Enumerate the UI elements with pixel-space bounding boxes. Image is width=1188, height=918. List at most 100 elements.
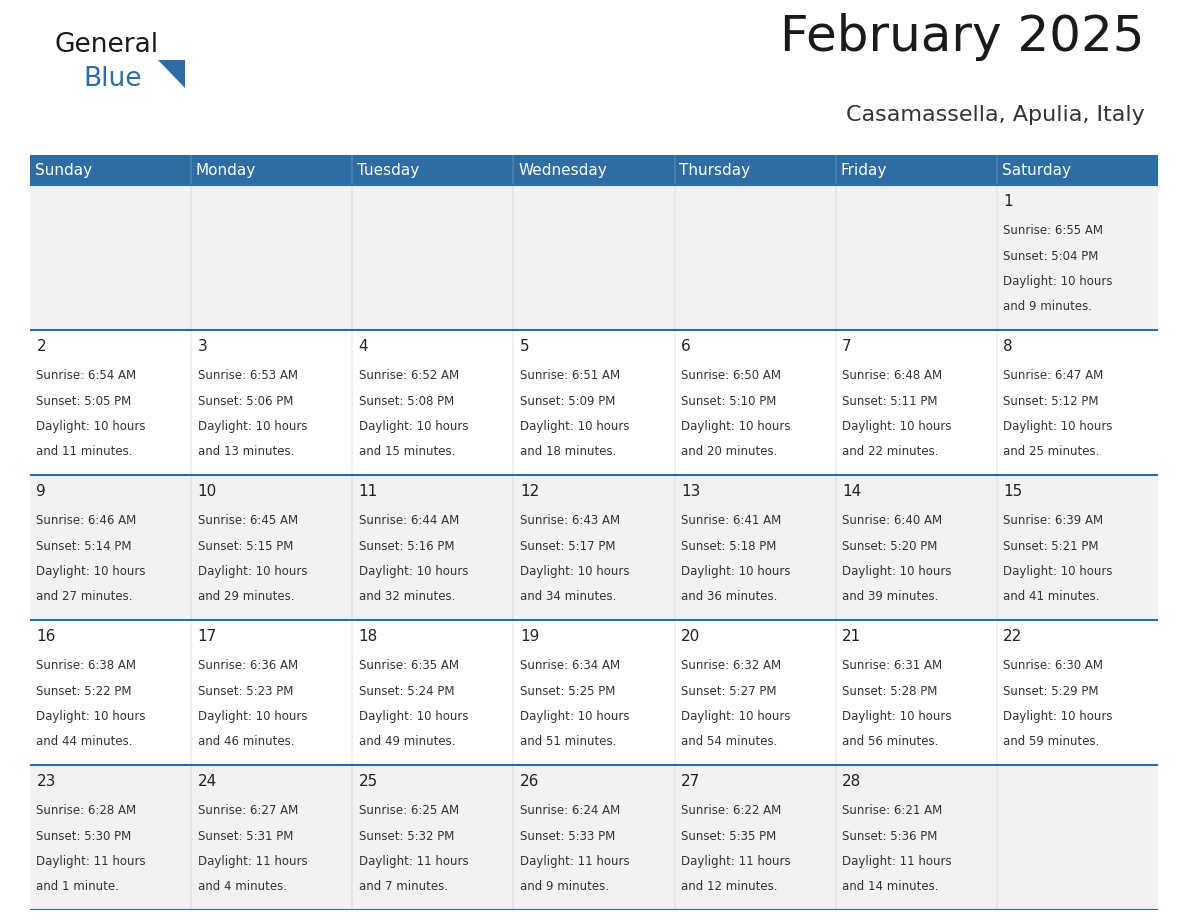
Bar (191, 155, 353, 185)
Text: Daylight: 10 hours: Daylight: 10 hours (681, 710, 790, 722)
Bar (835, 155, 997, 185)
Text: Daylight: 10 hours: Daylight: 10 hours (1004, 420, 1113, 433)
Text: Saturday: Saturday (1001, 162, 1070, 177)
Text: Daylight: 10 hours: Daylight: 10 hours (842, 565, 952, 578)
Text: Daylight: 11 hours: Daylight: 11 hours (197, 855, 308, 868)
Text: Sunrise: 6:40 AM: Sunrise: 6:40 AM (842, 514, 942, 527)
Text: Daylight: 10 hours: Daylight: 10 hours (520, 565, 630, 578)
Text: Sunrise: 6:43 AM: Sunrise: 6:43 AM (520, 514, 620, 527)
Text: and 36 minutes.: and 36 minutes. (681, 590, 777, 603)
Text: 22: 22 (1004, 629, 1023, 644)
Text: Sunrise: 6:55 AM: Sunrise: 6:55 AM (1004, 224, 1104, 237)
Text: 6: 6 (681, 339, 690, 353)
Bar (30, 620, 1158, 765)
Text: Sunset: 5:17 PM: Sunset: 5:17 PM (520, 540, 615, 553)
Text: 14: 14 (842, 484, 861, 498)
Text: Daylight: 10 hours: Daylight: 10 hours (37, 420, 146, 433)
Text: 26: 26 (520, 774, 539, 789)
Text: Daylight: 10 hours: Daylight: 10 hours (842, 420, 952, 433)
Bar (997, 155, 1158, 185)
Text: Sunset: 5:35 PM: Sunset: 5:35 PM (681, 830, 776, 843)
Text: Sunset: 5:06 PM: Sunset: 5:06 PM (197, 395, 293, 408)
Text: Sunday: Sunday (34, 162, 91, 177)
Text: Daylight: 11 hours: Daylight: 11 hours (520, 855, 630, 868)
Text: Sunrise: 6:24 AM: Sunrise: 6:24 AM (520, 804, 620, 817)
Text: Sunset: 5:21 PM: Sunset: 5:21 PM (1004, 540, 1099, 553)
Text: Sunset: 5:04 PM: Sunset: 5:04 PM (1004, 250, 1099, 263)
Text: and 39 minutes.: and 39 minutes. (842, 590, 939, 603)
Text: Monday: Monday (196, 162, 257, 177)
Text: and 29 minutes.: and 29 minutes. (197, 590, 295, 603)
Text: and 9 minutes.: and 9 minutes. (520, 880, 609, 893)
Text: and 20 minutes.: and 20 minutes. (681, 445, 777, 458)
Text: Sunrise: 6:51 AM: Sunrise: 6:51 AM (520, 369, 620, 382)
Text: Sunrise: 6:46 AM: Sunrise: 6:46 AM (37, 514, 137, 527)
Text: 23: 23 (37, 774, 56, 789)
Text: Blue: Blue (83, 66, 141, 92)
Text: General: General (55, 32, 159, 58)
Bar (30, 765, 1158, 910)
Text: Sunset: 5:27 PM: Sunset: 5:27 PM (681, 685, 777, 698)
Text: 19: 19 (520, 629, 539, 644)
Text: and 46 minutes.: and 46 minutes. (197, 735, 295, 748)
Text: Sunset: 5:12 PM: Sunset: 5:12 PM (1004, 395, 1099, 408)
Bar (513, 155, 675, 185)
Text: and 13 minutes.: and 13 minutes. (197, 445, 293, 458)
Text: and 59 minutes.: and 59 minutes. (1004, 735, 1100, 748)
Text: Sunrise: 6:28 AM: Sunrise: 6:28 AM (37, 804, 137, 817)
Text: Sunset: 5:05 PM: Sunset: 5:05 PM (37, 395, 132, 408)
Text: 2: 2 (37, 339, 46, 353)
Text: Daylight: 10 hours: Daylight: 10 hours (1004, 710, 1113, 722)
Text: Sunset: 5:09 PM: Sunset: 5:09 PM (520, 395, 615, 408)
Text: and 14 minutes.: and 14 minutes. (842, 880, 939, 893)
Text: 28: 28 (842, 774, 861, 789)
Text: Sunset: 5:29 PM: Sunset: 5:29 PM (1004, 685, 1099, 698)
Text: and 44 minutes.: and 44 minutes. (37, 735, 133, 748)
Text: and 54 minutes.: and 54 minutes. (681, 735, 777, 748)
Text: Sunset: 5:24 PM: Sunset: 5:24 PM (359, 685, 454, 698)
Text: and 15 minutes.: and 15 minutes. (359, 445, 455, 458)
Text: Daylight: 10 hours: Daylight: 10 hours (1004, 274, 1113, 288)
Text: Sunrise: 6:31 AM: Sunrise: 6:31 AM (842, 659, 942, 672)
Text: and 7 minutes.: and 7 minutes. (359, 880, 448, 893)
Text: and 4 minutes.: and 4 minutes. (197, 880, 286, 893)
Text: 7: 7 (842, 339, 852, 353)
Text: Sunrise: 6:41 AM: Sunrise: 6:41 AM (681, 514, 782, 527)
Text: Sunset: 5:16 PM: Sunset: 5:16 PM (359, 540, 454, 553)
Text: and 56 minutes.: and 56 minutes. (842, 735, 939, 748)
Text: and 22 minutes.: and 22 minutes. (842, 445, 939, 458)
Text: Daylight: 11 hours: Daylight: 11 hours (359, 855, 468, 868)
Text: Sunset: 5:08 PM: Sunset: 5:08 PM (359, 395, 454, 408)
Text: Sunrise: 6:25 AM: Sunrise: 6:25 AM (359, 804, 459, 817)
Text: 17: 17 (197, 629, 217, 644)
Text: Sunrise: 6:35 AM: Sunrise: 6:35 AM (359, 659, 459, 672)
Text: Sunrise: 6:22 AM: Sunrise: 6:22 AM (681, 804, 782, 817)
Text: and 18 minutes.: and 18 minutes. (520, 445, 617, 458)
Text: Daylight: 11 hours: Daylight: 11 hours (842, 855, 952, 868)
Text: 18: 18 (359, 629, 378, 644)
Text: Daylight: 10 hours: Daylight: 10 hours (37, 710, 146, 722)
Text: 16: 16 (37, 629, 56, 644)
Text: Casamassella, Apulia, Italy: Casamassella, Apulia, Italy (846, 106, 1145, 126)
Text: 4: 4 (359, 339, 368, 353)
Text: Daylight: 10 hours: Daylight: 10 hours (37, 565, 146, 578)
Bar (30, 475, 1158, 620)
Text: Daylight: 10 hours: Daylight: 10 hours (197, 710, 307, 722)
Text: Sunset: 5:33 PM: Sunset: 5:33 PM (520, 830, 615, 843)
Text: and 51 minutes.: and 51 minutes. (520, 735, 617, 748)
Text: 13: 13 (681, 484, 701, 498)
Bar (30, 185, 1158, 330)
Text: February 2025: February 2025 (781, 13, 1145, 61)
Text: Daylight: 10 hours: Daylight: 10 hours (197, 565, 307, 578)
Bar (353, 155, 513, 185)
Text: Sunrise: 6:27 AM: Sunrise: 6:27 AM (197, 804, 298, 817)
Text: Sunrise: 6:21 AM: Sunrise: 6:21 AM (842, 804, 942, 817)
Text: Sunset: 5:18 PM: Sunset: 5:18 PM (681, 540, 777, 553)
Text: Sunrise: 6:50 AM: Sunrise: 6:50 AM (681, 369, 781, 382)
Text: Sunrise: 6:48 AM: Sunrise: 6:48 AM (842, 369, 942, 382)
Text: and 25 minutes.: and 25 minutes. (1004, 445, 1100, 458)
Text: Daylight: 11 hours: Daylight: 11 hours (681, 855, 791, 868)
Text: 5: 5 (520, 339, 530, 353)
Text: Wednesday: Wednesday (518, 162, 607, 177)
Text: and 11 minutes.: and 11 minutes. (37, 445, 133, 458)
